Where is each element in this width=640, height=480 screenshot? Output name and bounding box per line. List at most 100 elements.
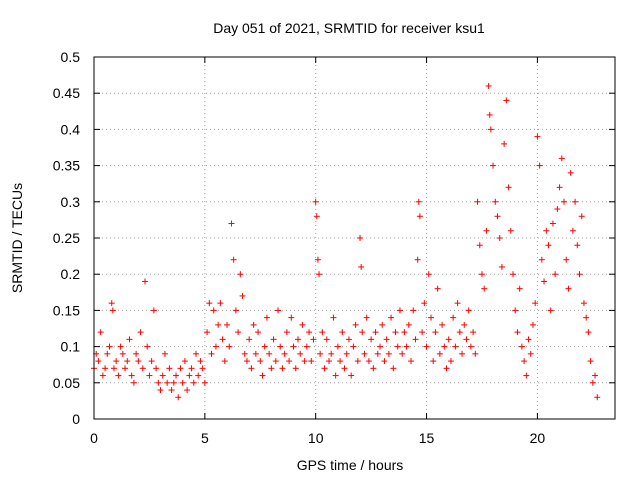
data-point [141, 278, 148, 285]
data-point [128, 372, 135, 379]
data-point [370, 365, 377, 372]
data-point [192, 350, 199, 357]
data-point [252, 350, 259, 357]
data-point [385, 350, 392, 357]
data-point [415, 198, 422, 205]
data-point [518, 343, 525, 350]
data-point [514, 329, 521, 336]
data-point [306, 329, 313, 336]
data-point [368, 336, 375, 343]
data-point [587, 358, 594, 365]
data-point [266, 350, 273, 357]
data-point [328, 350, 335, 357]
data-point [521, 358, 528, 365]
data-point [317, 350, 324, 357]
data-point [144, 343, 151, 350]
data-point [326, 358, 333, 365]
data-point [523, 372, 530, 379]
data-point [110, 365, 117, 372]
data-point [283, 329, 290, 336]
data-point [585, 329, 592, 336]
data-point [299, 321, 306, 328]
data-point [161, 350, 168, 357]
data-point [139, 365, 146, 372]
data-point [501, 140, 508, 147]
data-point [348, 372, 355, 379]
data-point [314, 256, 321, 263]
data-point [580, 300, 587, 307]
data-point [456, 329, 463, 336]
data-point [381, 358, 388, 365]
data-point [472, 350, 479, 357]
data-point [332, 372, 339, 379]
data-point [576, 271, 583, 278]
data-point [150, 307, 157, 314]
data-point [443, 365, 450, 372]
data-point [556, 184, 563, 191]
data-point [430, 358, 437, 365]
data-point [195, 372, 202, 379]
data-point [394, 343, 401, 350]
data-point [541, 278, 548, 285]
data-point [379, 321, 386, 328]
data-point [536, 162, 543, 169]
data-point [117, 343, 124, 350]
data-point [503, 97, 510, 104]
data-point [270, 336, 277, 343]
data-point [113, 358, 120, 365]
data-point [463, 336, 470, 343]
x-tick-label: 10 [308, 430, 324, 446]
y-tick-label: 0.5 [61, 49, 81, 65]
data-point [399, 350, 406, 357]
data-point [538, 256, 545, 263]
data-point [478, 271, 485, 278]
data-point [159, 372, 166, 379]
data-point [224, 321, 231, 328]
data-point [255, 329, 262, 336]
data-point [494, 213, 501, 220]
data-point [206, 300, 213, 307]
y-tick-label: 0.45 [53, 85, 80, 101]
data-point [434, 285, 441, 292]
axis-ticks: 0 0.05 0.1 0.15 0.2 0.25 0.3 0.35 0.4 0.45 0.5 0 5 10… [53, 49, 615, 446]
x-axis-label: GPS time / hours [297, 457, 404, 473]
data-point [492, 198, 499, 205]
data-point [190, 379, 197, 386]
data-point [259, 372, 266, 379]
data-point [186, 372, 193, 379]
data-point [228, 220, 235, 227]
data-point [250, 321, 257, 328]
data-point [578, 213, 585, 220]
data-point [436, 350, 443, 357]
data-point [321, 365, 328, 372]
data-point [288, 314, 295, 321]
data-point [396, 307, 403, 314]
y-tick-label: 0.05 [53, 375, 80, 391]
data-point [450, 314, 457, 321]
data-point [102, 365, 109, 372]
data-point [447, 358, 454, 365]
data-point [552, 271, 559, 278]
data-point [97, 329, 104, 336]
data-point [208, 350, 215, 357]
data-point [474, 198, 481, 205]
data-point [545, 242, 552, 249]
data-point [164, 379, 171, 386]
data-point [592, 372, 599, 379]
data-point [290, 343, 297, 350]
data-point [292, 365, 299, 372]
data-point [465, 307, 472, 314]
data-point [341, 365, 348, 372]
data-point [303, 343, 310, 350]
data-point [461, 321, 468, 328]
y-tick-label: 0.25 [53, 230, 80, 246]
data-point [476, 242, 483, 249]
data-point [363, 314, 370, 321]
data-point [486, 111, 493, 118]
chart-title: Day 051 of 2021, SRMTID for receiver ksu… [213, 20, 485, 36]
data-point [106, 343, 113, 350]
data-point [339, 329, 346, 336]
data-point [310, 336, 317, 343]
data-point [567, 169, 574, 176]
data-point [197, 358, 204, 365]
